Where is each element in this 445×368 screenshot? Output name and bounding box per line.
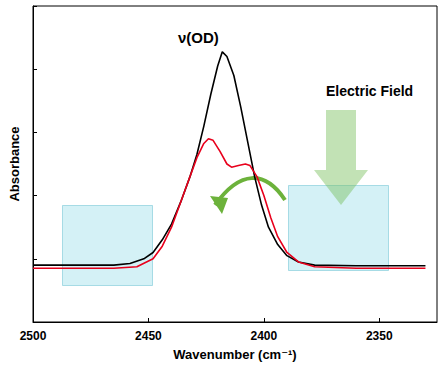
- svg-text:2500: 2500: [20, 329, 47, 343]
- svg-text:Wavenumber (cm⁻¹): Wavenumber (cm⁻¹): [173, 347, 296, 362]
- svg-text:Electric Field: Electric Field: [326, 83, 413, 99]
- svg-text:Absorbance: Absorbance: [7, 126, 22, 201]
- svg-text:2350: 2350: [366, 329, 393, 343]
- svg-text:ν(OD): ν(OD): [178, 29, 219, 46]
- svg-text:2400: 2400: [251, 329, 278, 343]
- svg-text:2450: 2450: [135, 329, 162, 343]
